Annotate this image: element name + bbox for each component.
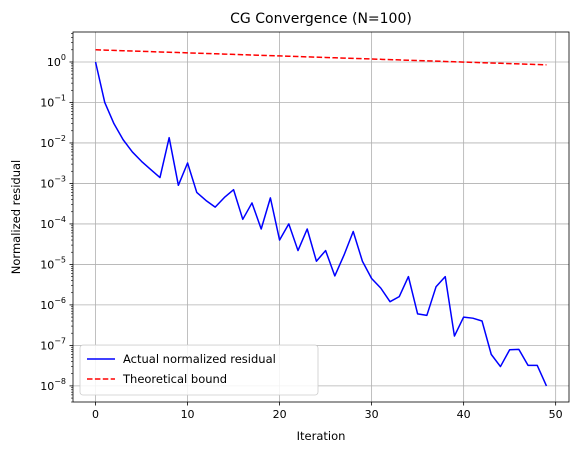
series-line-2 xyxy=(95,49,547,66)
y-tick-label: 100 xyxy=(47,53,66,69)
x-tick-label: 30 xyxy=(365,408,379,421)
y-tick-label: 10−3 xyxy=(40,174,66,190)
y-axis: 10−8 10−7 10−6 10−5 10−4 10−3 10−2 10−1 100 xyxy=(40,33,73,403)
legend-label-2: Theoretical bound xyxy=(122,372,227,386)
y-axis-title: Normalized residual xyxy=(9,160,23,274)
x-tick-label: 10 xyxy=(181,408,195,421)
x-axis: 0 10 20 30 40 50 xyxy=(92,402,563,421)
y-tick-label: 10−1 xyxy=(40,93,66,109)
x-tick-label: 20 xyxy=(273,408,287,421)
legend-box xyxy=(79,344,319,396)
y-tick-label: 10−6 xyxy=(40,296,66,312)
y-tick-label: 10−5 xyxy=(40,255,66,271)
x-tick-label: 40 xyxy=(457,408,471,421)
x-tick-label: 0 xyxy=(92,408,99,421)
y-tick-label: 10−8 xyxy=(40,377,66,393)
x-axis-title: Iteration xyxy=(297,429,346,443)
legend: Actual normalized residual Theoretical bo… xyxy=(79,344,319,396)
y-tick-label: 10−4 xyxy=(40,215,66,231)
x-tick-label: 50 xyxy=(549,408,563,421)
series-line-1 xyxy=(94,61,548,387)
chart-title: CG Convergence (N=100) xyxy=(230,11,412,27)
plot-series xyxy=(94,49,548,387)
y-tick-label: 10−7 xyxy=(40,336,66,352)
plot-frame xyxy=(72,31,570,403)
legend-label-1: Actual normalized residual xyxy=(123,352,276,366)
y-tick-label: 10−2 xyxy=(40,134,66,150)
